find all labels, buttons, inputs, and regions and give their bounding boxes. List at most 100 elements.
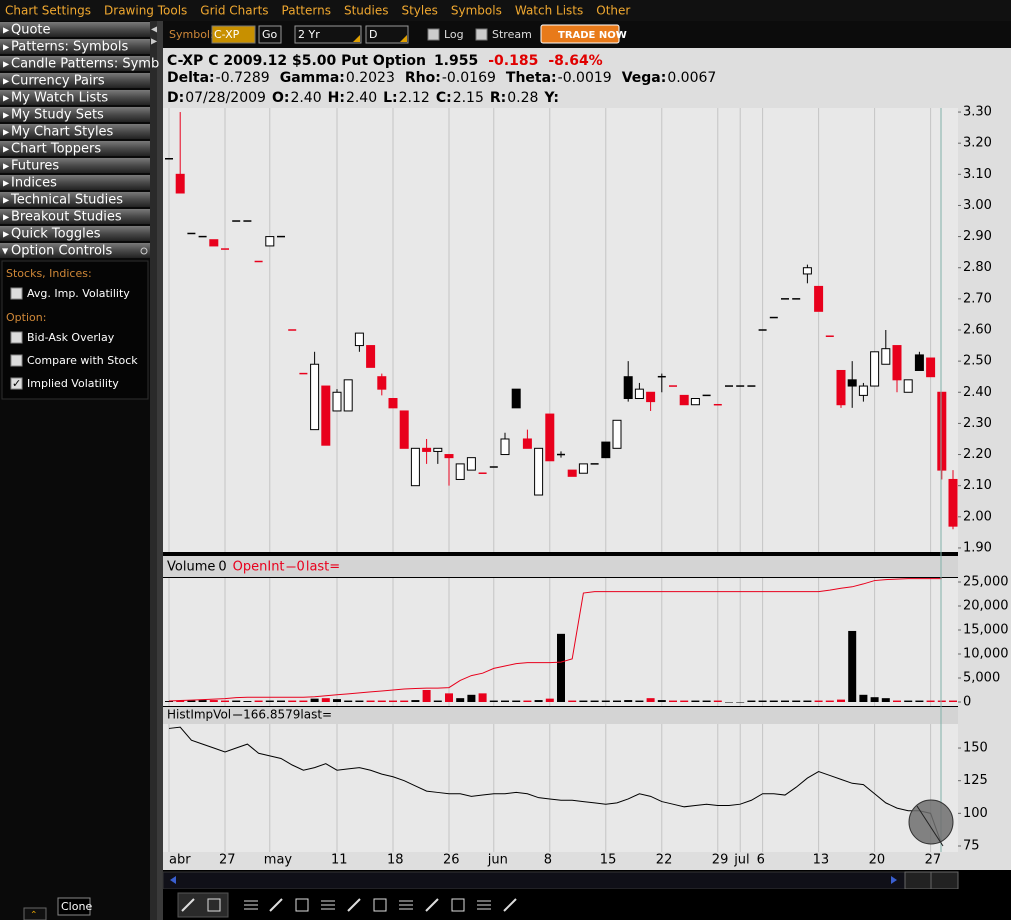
volume-bar [333, 699, 341, 703]
menu-item[interactable]: Drawing Tools [104, 4, 187, 18]
sidebar-item[interactable] [0, 192, 150, 207]
sidebar-item[interactable] [0, 73, 150, 88]
zoom-button[interactable] [904, 871, 932, 890]
hiv-last: last= [300, 708, 332, 722]
expand-arrow: ▶ [3, 230, 10, 239]
menu-item[interactable]: Other [596, 4, 630, 18]
candle-body [422, 447, 432, 452]
drawing-tool[interactable] [451, 898, 465, 912]
interval-select[interactable] [365, 25, 409, 44]
drawing-tool[interactable] [399, 900, 413, 910]
menu-item[interactable]: Chart Settings [5, 4, 91, 18]
volume-bar [557, 633, 565, 703]
sidebar-item[interactable] [0, 56, 150, 71]
greek-value: -0.7289 [216, 70, 270, 86]
checkbox[interactable] [10, 354, 23, 367]
candle-body [690, 397, 700, 406]
sidebar-item[interactable] [0, 22, 150, 37]
scroll-left[interactable] [170, 876, 176, 884]
bar-label: H: [328, 90, 345, 106]
volume-bar [758, 700, 767, 703]
volume-bar [825, 700, 834, 703]
bar-label: C: [436, 90, 452, 106]
clone-button[interactable] [57, 897, 91, 916]
section-title: Stocks, Indices: [6, 267, 92, 280]
option-name: C-XP C 2009.12 $5.00 Put Option [167, 53, 426, 69]
expand-arrow: ▶ [3, 77, 10, 86]
volume-bar [579, 700, 588, 703]
volume-bar [187, 700, 196, 703]
y-tick-label: 3.20 [963, 136, 992, 151]
drawing-tool[interactable] [321, 900, 335, 910]
scrollbar[interactable] [162, 871, 906, 890]
symbol-input[interactable] [211, 25, 256, 44]
sidebar-item[interactable] [0, 226, 150, 241]
checkbox[interactable] [10, 377, 23, 390]
menu-item[interactable]: Patterns [282, 4, 331, 18]
trade-button[interactable] [540, 24, 620, 44]
sidebar-item[interactable] [0, 124, 150, 139]
sidebar-item[interactable] [0, 107, 150, 122]
volume-bar [534, 700, 543, 703]
menu-item[interactable]: Symbols [451, 4, 502, 18]
sidebar-item[interactable] [0, 158, 150, 173]
drawing-tool[interactable] [373, 898, 387, 912]
change: -0.185 [488, 53, 538, 69]
volume-bar [624, 700, 633, 703]
volume-bar [400, 700, 409, 703]
drawing-tool[interactable] [295, 898, 309, 912]
bar-label: O: [272, 90, 290, 106]
sidebar-label: My Study Sets [11, 108, 104, 123]
menu-item[interactable]: Watch Lists [515, 4, 583, 18]
y-tick-label: 2.30 [963, 416, 992, 431]
volume-bar [288, 700, 297, 703]
volume-bar [635, 700, 644, 703]
menu-item[interactable]: Studies [344, 4, 389, 18]
drawing-tool[interactable] [181, 898, 195, 912]
collapse-button[interactable] [23, 907, 47, 920]
checkbox[interactable] [475, 28, 488, 41]
y-tick-label: 25,000 [963, 574, 1009, 589]
sidebar-item[interactable] [0, 243, 150, 258]
checkbox[interactable] [10, 287, 23, 300]
separator [157, 21, 163, 920]
sidebar-item[interactable] [0, 141, 150, 156]
drawing-tool[interactable] [207, 898, 221, 912]
drawing-tool[interactable] [269, 898, 283, 912]
legend-name: OpenInt [233, 560, 285, 575]
sidebar-item[interactable] [0, 175, 150, 190]
checkbox[interactable] [427, 28, 440, 41]
volume-bar [904, 700, 913, 703]
volume-bar [803, 700, 812, 703]
drawing-tool[interactable] [425, 898, 439, 912]
checkbox[interactable] [10, 331, 23, 344]
drawing-tool[interactable] [477, 900, 491, 910]
scroll-right[interactable] [891, 876, 897, 884]
volume-bar [265, 700, 274, 703]
sidebar-item[interactable] [0, 209, 150, 224]
drawing-tool[interactable] [347, 898, 361, 912]
menu-item[interactable]: Styles [401, 4, 437, 18]
y-tick-label: 75 [963, 838, 980, 853]
period-select[interactable] [294, 25, 362, 44]
sidebar-item[interactable] [0, 39, 150, 54]
menu-item[interactable]: Grid Charts [200, 4, 268, 18]
sidebar-item[interactable] [0, 90, 150, 105]
volume-bar [176, 700, 185, 703]
y-tick-label: 2.20 [963, 447, 992, 462]
candle-body [858, 385, 868, 396]
zoom-button[interactable] [930, 871, 959, 890]
go-button[interactable] [258, 25, 282, 44]
drawing-tool[interactable] [503, 898, 517, 912]
expand-arrow: ▶ [3, 196, 10, 205]
x-tick-label: 27 [219, 853, 236, 868]
expand-arrow: ▶ [3, 60, 10, 69]
candle-body [623, 376, 633, 399]
drawing-tool[interactable] [244, 900, 258, 910]
candle-body [377, 376, 387, 390]
expand-arrow: ▶ [3, 128, 10, 137]
greek-label: Theta: [506, 70, 557, 86]
x-tick-label: 29 [712, 853, 729, 868]
volume-bar [601, 700, 610, 703]
